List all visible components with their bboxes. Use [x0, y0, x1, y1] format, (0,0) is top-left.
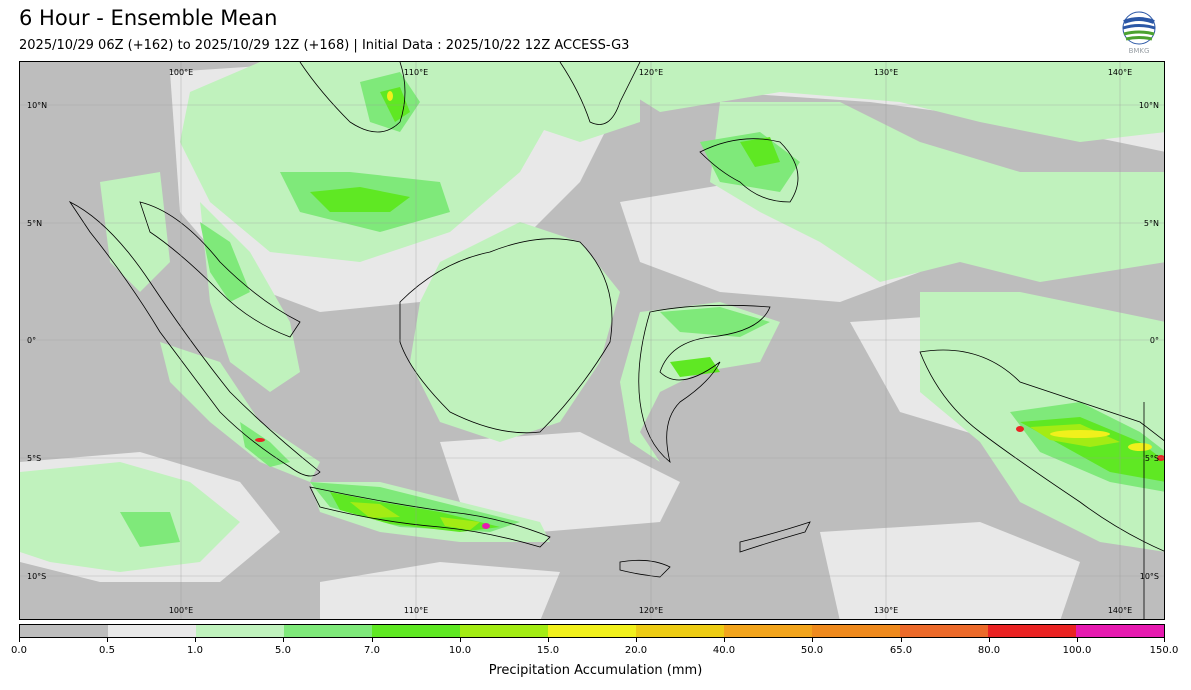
colorbar-tick-label: 1.0	[187, 645, 203, 656]
colorbar-segment	[900, 625, 988, 637]
colorbar-segment	[460, 625, 548, 637]
lat-label: 0°	[1150, 336, 1159, 345]
lat-label: 5°S	[27, 454, 41, 463]
lon-label: 110°E	[404, 606, 428, 615]
colorbar-tick-label: 100.0	[1062, 645, 1092, 656]
precipitation-map: 100°E 110°E 120°E 130°E 140°E 100°E 110°…	[19, 61, 1165, 620]
colorbar-tick-label: 0.0	[11, 645, 27, 656]
lon-labels-top: 100°E 110°E 120°E 130°E 140°E	[169, 68, 1132, 77]
precipitation-colorbar	[19, 624, 1165, 638]
lon-label: 120°E	[639, 68, 663, 77]
colorbar-segment	[20, 625, 108, 637]
lat-labels-right: 10°N 5°N 0° 5°S 10°S	[1139, 101, 1159, 581]
precip-hotspots	[255, 91, 1164, 529]
colorbar-tick-mark	[460, 638, 461, 642]
colorbar-tick-mark	[19, 638, 20, 642]
colorbar-segment	[284, 625, 372, 637]
colorbar-tick-label: 5.0	[275, 645, 291, 656]
colorbar-segment	[372, 625, 460, 637]
colorbar-tick-mark	[812, 638, 813, 642]
colorbar-tick-label: 7.0	[364, 645, 380, 656]
lon-label: 130°E	[874, 606, 898, 615]
colorbar-segment	[636, 625, 724, 637]
colorbar-tick-label: 40.0	[712, 645, 736, 656]
colorbar-tick-mark	[548, 638, 549, 642]
colorbar-tick-label: 50.0	[800, 645, 824, 656]
colorbar-tick-mark	[1077, 638, 1078, 642]
chart-title: 6 Hour - Ensemble Mean	[19, 6, 278, 30]
colorbar-tick-label: 15.0	[536, 645, 560, 656]
bmkg-logo-text: BMKG	[1129, 47, 1150, 55]
bmkg-logo-icon: BMKG	[1120, 10, 1158, 56]
coastlines	[68, 62, 1164, 619]
colorbar-label: Precipitation Accumulation (mm)	[488, 663, 703, 678]
colorbar-tick-label: 10.0	[448, 645, 472, 656]
colorbar-tick-label: 80.0	[977, 645, 1001, 656]
colorbar-tick-label: 0.5	[99, 645, 115, 656]
colorbar-segment	[108, 625, 196, 637]
colorbar-tick-mark	[195, 638, 196, 642]
lat-label: 10°N	[1139, 101, 1159, 110]
lat-label: 5°N	[1144, 219, 1159, 228]
colorbar-ticks: 0.0 0.5 1.0 5.0 7.0 10.0 15.0 20.0 40.0 50.0 65.0 8…	[11, 638, 1178, 658]
lat-label: 10°S	[1140, 572, 1159, 581]
lon-label: 140°E	[1108, 68, 1132, 77]
colorbar-segment	[1076, 625, 1164, 637]
colorbar-tick-label: 20.0	[624, 645, 648, 656]
colorbar-segment	[196, 625, 284, 637]
colorbar-tick-mark	[1164, 638, 1165, 642]
lon-label: 120°E	[639, 606, 663, 615]
lat-label: 5°S	[1145, 454, 1159, 463]
colorbar-segment	[548, 625, 636, 637]
lat-label: 10°N	[27, 101, 47, 110]
lon-label: 100°E	[169, 606, 193, 615]
colorbar-tick-mark	[107, 638, 108, 642]
lon-label: 110°E	[404, 68, 428, 77]
lat-label: 0°	[27, 336, 36, 345]
colorbar-tick-mark	[989, 638, 990, 642]
colorbar-tick-mark	[724, 638, 725, 642]
colorbar-tick-mark	[901, 638, 902, 642]
colorbar-tick-mark	[636, 638, 637, 642]
lon-label: 140°E	[1108, 606, 1132, 615]
lon-label: 130°E	[874, 68, 898, 77]
colorbar-segment	[724, 625, 812, 637]
lon-label: 100°E	[169, 68, 193, 77]
colorbar-tick-mark	[372, 638, 373, 642]
lat-label: 5°N	[27, 219, 42, 228]
colorbar-segment	[812, 625, 900, 637]
lon-labels-bottom: 100°E 110°E 120°E 130°E 140°E	[169, 606, 1132, 615]
chart-subtitle: 2025/10/29 06Z (+162) to 2025/10/29 12Z …	[19, 38, 630, 53]
colorbar-tick-label: 150.0	[1149, 645, 1179, 656]
colorbar-tick-label: 65.0	[889, 645, 913, 656]
lat-label: 10°S	[27, 572, 46, 581]
lat-labels-left: 10°N 5°N 0° 5°S 10°S	[27, 101, 47, 581]
colorbar-tick-mark	[283, 638, 284, 642]
graticule	[20, 62, 1164, 619]
colorbar-segment	[988, 625, 1076, 637]
